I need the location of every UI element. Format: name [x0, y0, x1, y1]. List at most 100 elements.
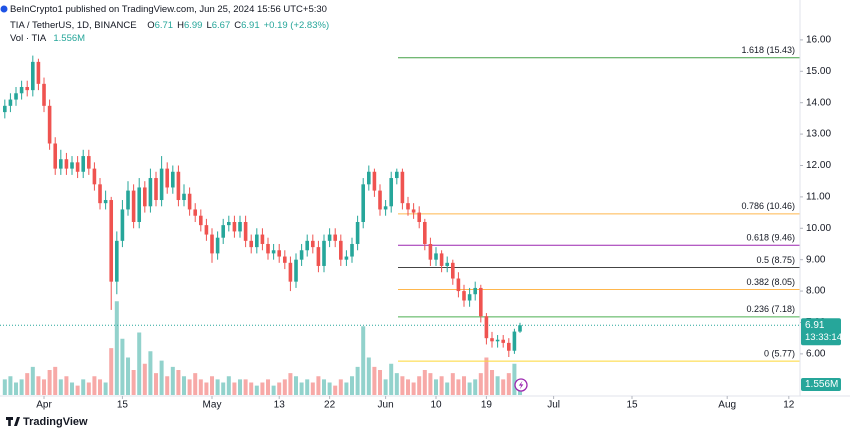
volume-bar — [103, 382, 108, 395]
volume-bar — [142, 363, 147, 395]
candle-body — [423, 222, 427, 244]
candle-body — [439, 253, 444, 266]
volume-bar — [417, 376, 422, 395]
volume-bar — [137, 332, 142, 395]
candle-body — [467, 294, 472, 301]
volume-bar — [445, 382, 450, 395]
candle-body — [378, 190, 382, 210]
candle-body — [456, 278, 461, 292]
x-tick-label: Apr — [36, 400, 52, 411]
candle-body — [372, 171, 377, 191]
ohlc-value: 6.71 — [155, 20, 174, 31]
candle-body — [187, 193, 192, 210]
volume-bar — [355, 366, 360, 395]
candle-body — [92, 168, 97, 185]
volume-bar — [389, 363, 394, 395]
candle-body — [344, 256, 349, 260]
y-tick-label: 11.00 — [806, 192, 831, 203]
fib-label: 1.618 (15.43) — [741, 45, 795, 55]
volume-bar — [198, 379, 203, 395]
x-tick-label: 22 — [324, 400, 336, 411]
candle-body — [227, 222, 231, 226]
candle-body — [87, 156, 91, 169]
candle-body — [266, 243, 270, 254]
volume-bar — [254, 385, 259, 395]
candle-body — [299, 250, 304, 260]
fib-label: 0.382 (8.05) — [746, 277, 795, 287]
volume-bar — [434, 379, 439, 395]
volume-bar — [109, 348, 114, 395]
volume-bar — [344, 382, 349, 395]
volume-bar — [462, 376, 467, 395]
volume-bar — [170, 366, 175, 395]
volume-bar — [316, 376, 321, 395]
candle-body — [316, 247, 321, 266]
volume-bar — [238, 379, 243, 395]
candle-body — [131, 190, 136, 223]
volume-bar — [338, 379, 343, 395]
y-tick-label: 15.00 — [806, 66, 831, 77]
y-tick-label: 12.00 — [806, 160, 831, 171]
volume-bar — [406, 379, 411, 395]
y-tick-label: 6.00 — [806, 349, 826, 360]
volume-bar — [226, 376, 231, 395]
change: +0.19 (+2.83%) — [264, 20, 330, 31]
volume-bar — [159, 360, 164, 395]
candle-body — [70, 162, 74, 169]
candle-body — [137, 187, 142, 223]
volume-bar — [260, 382, 265, 395]
volume-box — [801, 378, 841, 391]
volume-bar — [484, 357, 489, 395]
volume-bar — [92, 376, 97, 395]
candle-body — [165, 168, 170, 188]
x-tick-label: 13 — [274, 400, 286, 411]
candle-body — [333, 234, 338, 241]
volume-bar — [277, 382, 282, 395]
candle-body — [103, 200, 108, 204]
volume-bar — [506, 373, 511, 395]
symbol-line: TIA / TetherUS, 1D, BINANCE O6.71 H6.99 L6… — [10, 20, 329, 31]
candle-body — [400, 171, 405, 204]
candle-body — [243, 222, 248, 241]
volume-bar — [350, 376, 355, 395]
volume-bar — [187, 379, 192, 395]
candle-body — [339, 240, 343, 260]
candle-body — [75, 162, 80, 172]
candle-body — [417, 212, 422, 223]
candle-body — [59, 159, 63, 169]
candle-body — [495, 339, 500, 342]
fib-label: 0.786 (10.46) — [741, 201, 795, 211]
candle-body — [501, 339, 506, 343]
candle-body — [462, 291, 466, 301]
volume-bar — [501, 379, 506, 395]
volume-bar — [58, 379, 63, 395]
y-tick-label: 10.00 — [806, 223, 831, 234]
volume-bar — [490, 370, 495, 395]
candle-body — [406, 203, 410, 210]
ohlc-key: O — [147, 20, 154, 31]
candle-body — [204, 225, 209, 235]
candle-body — [507, 342, 511, 351]
volume-bar — [327, 382, 332, 395]
candle-body — [159, 168, 164, 201]
volume-bar — [266, 379, 271, 395]
x-tick-label: 12 — [783, 400, 795, 411]
candle-body — [327, 234, 332, 241]
volume-bar — [411, 382, 416, 395]
candle-body — [367, 171, 371, 185]
candle-body — [25, 86, 30, 91]
candle-body — [249, 240, 254, 248]
candle-body — [490, 338, 494, 342]
avatar — [0, 5, 8, 13]
candle-body — [176, 171, 181, 201]
volume-bar — [439, 376, 444, 395]
volume-bar — [19, 379, 24, 395]
volume-bar — [114, 301, 119, 395]
candle-body — [148, 178, 153, 207]
candle-body — [288, 262, 293, 282]
volume-bar — [165, 376, 170, 395]
candle-body — [389, 178, 394, 207]
volume-bar — [131, 370, 136, 395]
candle-body — [473, 287, 478, 295]
